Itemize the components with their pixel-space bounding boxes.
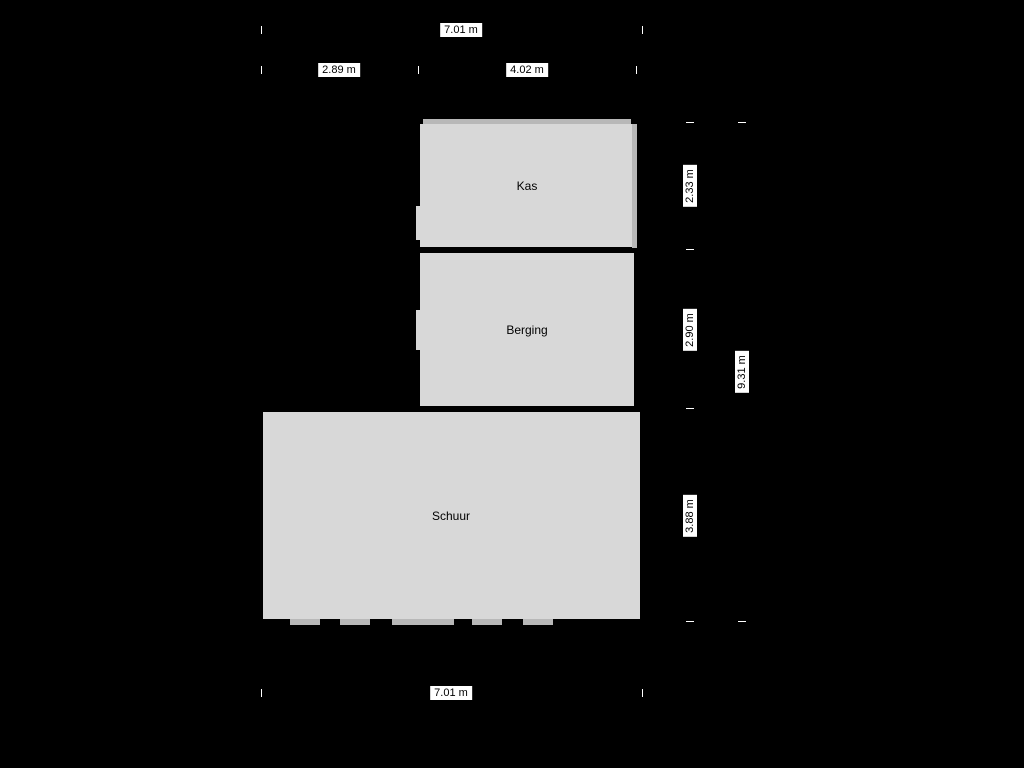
- tick: [261, 26, 262, 34]
- dim-right-total: 9.31 m: [735, 351, 749, 393]
- label-berging: Berging: [506, 323, 547, 337]
- tick: [686, 249, 694, 250]
- schuur-strip-2: [340, 619, 370, 625]
- tick: [642, 26, 643, 34]
- dim-top-right: 4.02 m: [506, 63, 548, 77]
- tick: [261, 66, 262, 74]
- tick: [686, 408, 694, 409]
- label-schuur: Schuur: [432, 509, 470, 523]
- label-kas: Kas: [517, 179, 538, 193]
- tick: [686, 122, 694, 123]
- schuur-strip-3: [392, 619, 454, 625]
- door-gap-kas: [416, 206, 420, 240]
- dim-top-left: 2.89 m: [318, 63, 360, 77]
- kas-top-strip: [423, 119, 631, 124]
- tick: [686, 621, 694, 622]
- dim-right-schuur: 3.88 m: [683, 495, 697, 537]
- tick: [738, 122, 746, 123]
- schuur-strip-1: [290, 619, 320, 625]
- dim-top-total: 7.01 m: [440, 23, 482, 37]
- dim-right-berging: 2.90 m: [683, 309, 697, 351]
- tick: [738, 621, 746, 622]
- tick: [418, 66, 419, 74]
- tick: [636, 66, 637, 74]
- schuur-strip-4: [472, 619, 502, 625]
- tick: [261, 689, 262, 697]
- schuur-strip-5: [523, 619, 553, 625]
- door-gap-berging: [416, 310, 420, 350]
- dim-bottom-total: 7.01 m: [430, 686, 472, 700]
- tick: [642, 689, 643, 697]
- kas-right-strip: [632, 124, 637, 248]
- dim-right-kas: 2.33 m: [683, 165, 697, 207]
